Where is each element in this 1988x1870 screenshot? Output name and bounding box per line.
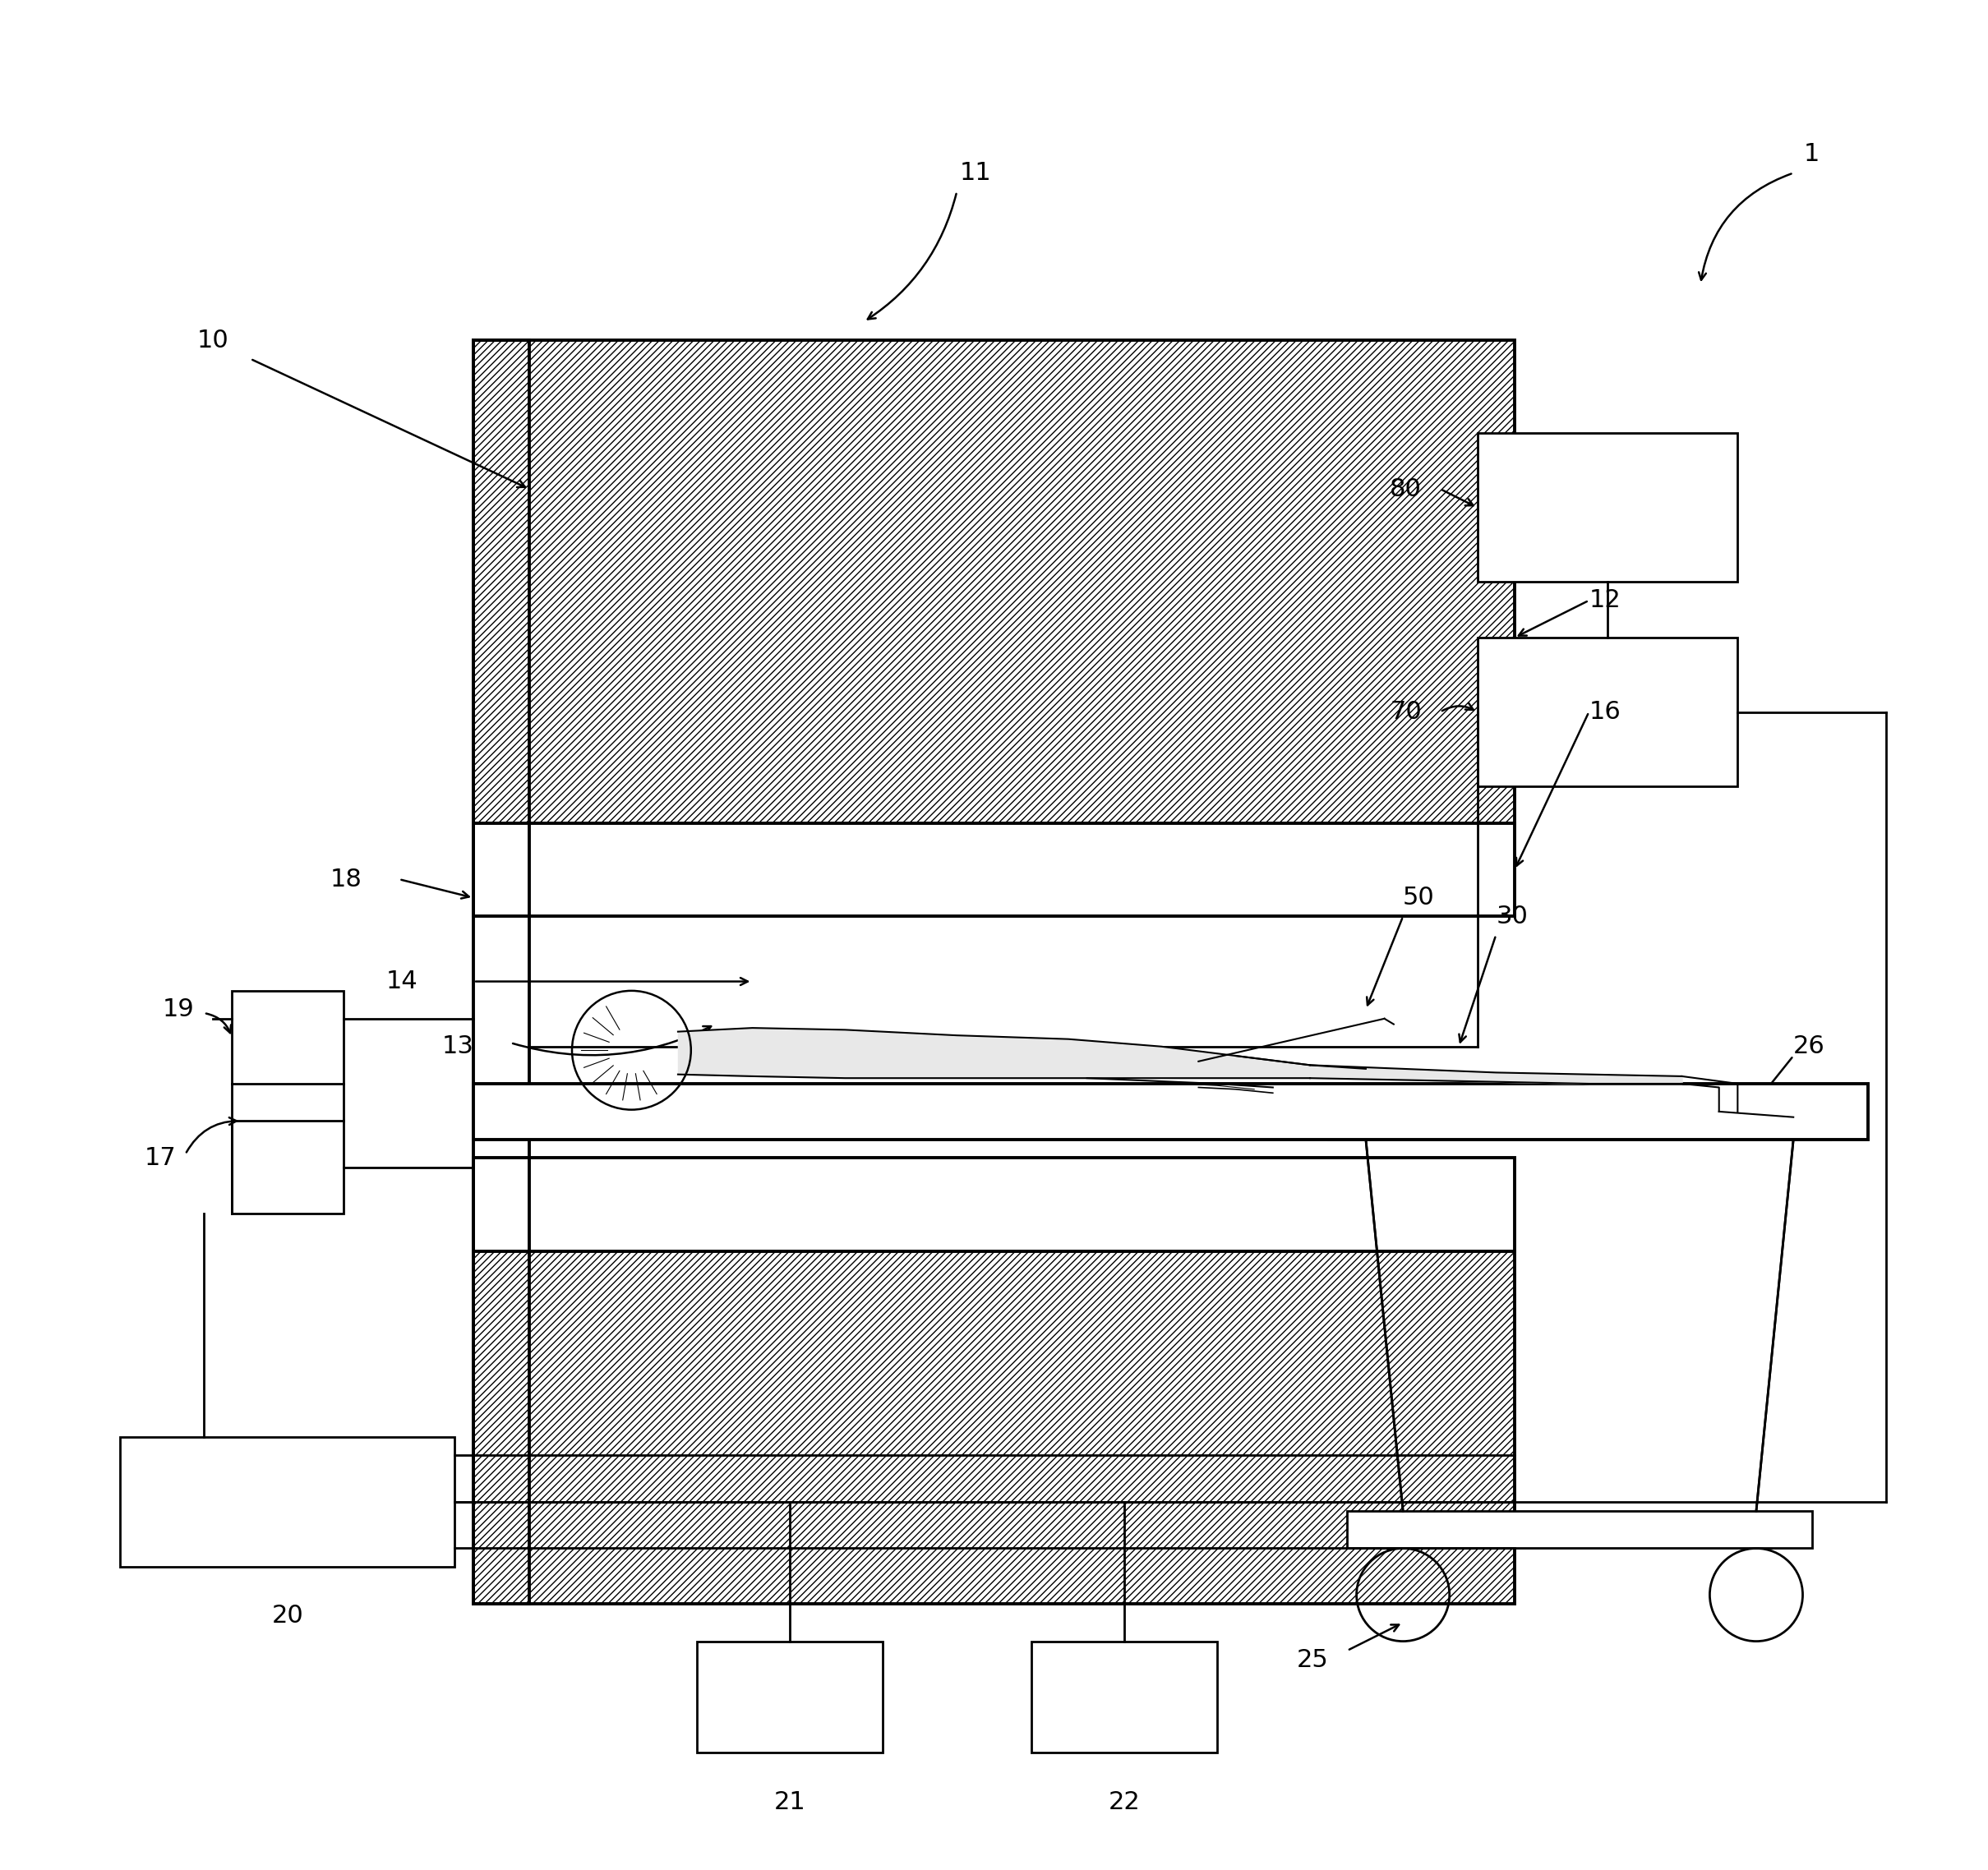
Bar <box>473 340 1515 823</box>
Text: 80: 80 <box>1390 477 1421 501</box>
Text: 10: 10 <box>197 329 229 352</box>
Text: 26: 26 <box>1793 1034 1825 1058</box>
Bar <box>1328 1111 1831 1139</box>
Text: 50: 50 <box>1404 886 1435 909</box>
Text: 13: 13 <box>441 1034 473 1058</box>
Text: 20: 20 <box>272 1604 304 1629</box>
Bar <box>473 1158 1515 1251</box>
Text: 19: 19 <box>163 997 195 1021</box>
Text: 14: 14 <box>386 969 417 993</box>
Text: 70: 70 <box>1390 699 1421 724</box>
Bar <box>1348 1511 1811 1548</box>
Bar <box>473 1158 1515 1251</box>
Text: 11: 11 <box>960 161 992 185</box>
Text: 1: 1 <box>1803 142 1819 166</box>
Bar <box>473 1085 1869 1139</box>
Text: 18: 18 <box>330 868 362 892</box>
Text: 21: 21 <box>773 1790 805 1814</box>
Bar <box>696 1642 883 1752</box>
Text: 25: 25 <box>1296 1647 1328 1672</box>
Text: 22: 22 <box>1107 1790 1139 1814</box>
Bar <box>1477 638 1738 785</box>
Bar <box>1477 434 1738 582</box>
Bar <box>473 340 1515 823</box>
Text: 30: 30 <box>1495 905 1529 928</box>
Text: 17: 17 <box>145 1146 177 1171</box>
Bar <box>1032 1642 1217 1752</box>
Text: 16: 16 <box>1588 699 1620 724</box>
Bar <box>473 1251 1515 1604</box>
Bar <box>233 991 344 1085</box>
Bar <box>119 1436 455 1567</box>
Bar <box>473 823 1515 916</box>
Text: 12: 12 <box>1588 589 1620 611</box>
Bar <box>473 1251 1515 1604</box>
Bar <box>473 823 1515 916</box>
Bar <box>233 1120 344 1214</box>
